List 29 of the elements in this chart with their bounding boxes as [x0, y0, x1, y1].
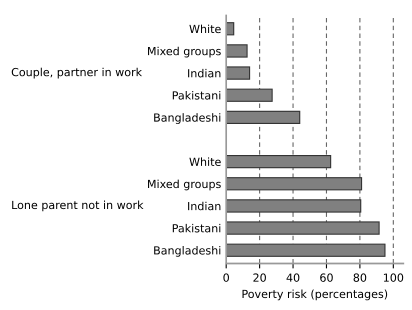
- y-tick-label: White: [189, 157, 221, 166]
- bar: [226, 22, 234, 36]
- x-tick-label: 100: [384, 273, 404, 282]
- x-axis-title: Poverty risk (percentages): [242, 290, 388, 300]
- y-tick-label: Bangladeshi: [154, 246, 220, 257]
- text: Couple, partner in work: [12, 68, 142, 78]
- bar: [226, 88, 273, 102]
- y-tick-label: Pakistani: [172, 224, 220, 232]
- bar: [226, 110, 300, 124]
- y-tick-label: Indian: [188, 202, 220, 210]
- bar: [226, 199, 362, 213]
- x-tick-label: 80: [354, 273, 366, 282]
- bar: [226, 177, 362, 190]
- x-tick-label: 20: [253, 273, 266, 282]
- bar: [226, 44, 248, 58]
- bar: [226, 66, 250, 80]
- y-tick-label: Pakistani: [172, 90, 220, 100]
- y-tick-label: Bangladeshi: [154, 113, 220, 124]
- y-tick-label: Mixed groups: [148, 180, 221, 190]
- bar: [226, 155, 332, 168]
- bar: [226, 244, 386, 257]
- y-tick-label: White: [189, 24, 221, 34]
- y-tick-label: Mixed groups: [148, 46, 221, 58]
- text: Lone parent not in work: [12, 200, 144, 212]
- x-tick-label: 0: [223, 273, 229, 282]
- y-tick-label: Indian: [188, 68, 220, 78]
- x-tick-label: 40: [286, 273, 300, 282]
- bar: [226, 221, 380, 235]
- x-tick-label: 60: [320, 273, 333, 282]
